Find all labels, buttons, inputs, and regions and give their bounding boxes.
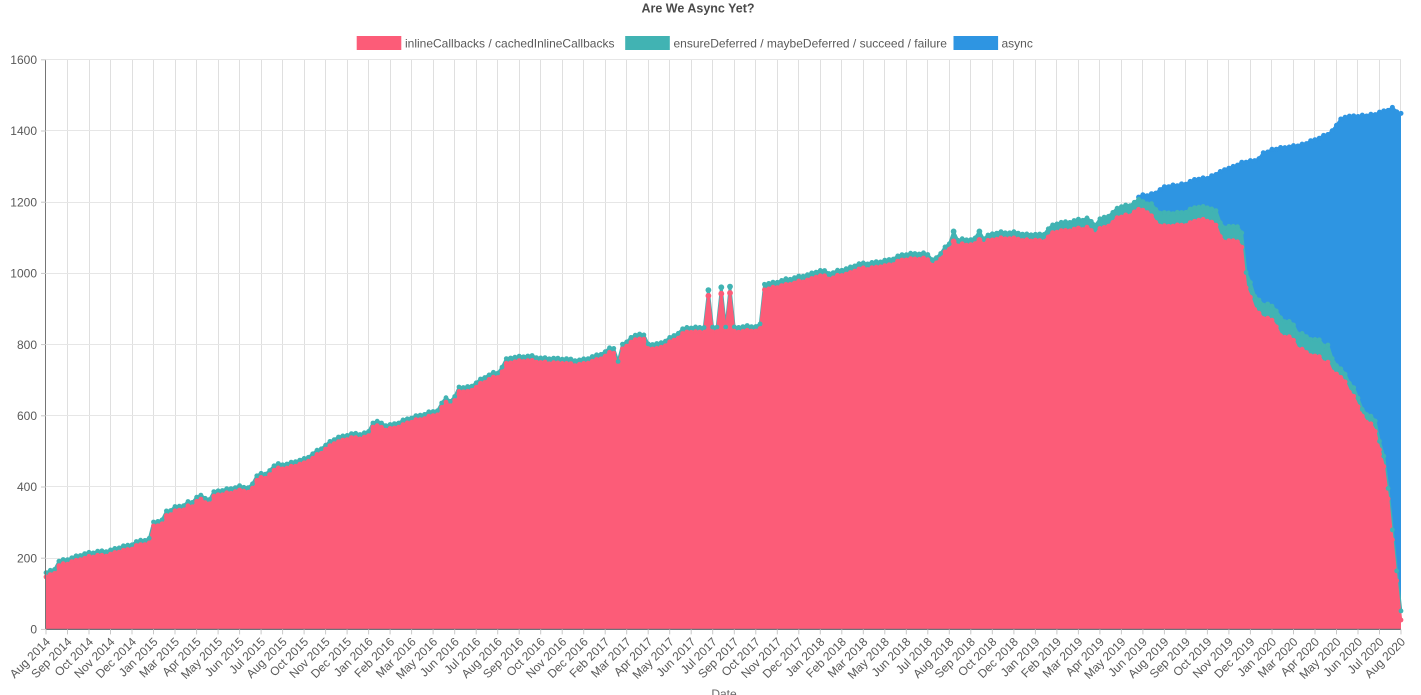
svg-text:1200: 1200 [10,195,37,209]
svg-text:1000: 1000 [10,267,37,281]
svg-text:async: async [1002,37,1033,51]
svg-text:600: 600 [17,409,37,423]
svg-text:1600: 1600 [10,53,37,67]
svg-text:inlineCallbacks / cachedInline: inlineCallbacks / cachedInlineCallbacks [405,37,614,51]
svg-text:800: 800 [17,338,37,352]
svg-text:200: 200 [17,551,37,565]
svg-text:ensureDeferred / maybeDeferred: ensureDeferred / maybeDeferred / succeed… [674,37,948,51]
svg-text:Are We Async Yet?: Are We Async Yet? [641,2,754,16]
svg-text:0: 0 [30,623,37,637]
svg-text:400: 400 [17,480,37,494]
svg-text:Date: Date [711,687,737,695]
svg-text:1400: 1400 [10,124,37,138]
